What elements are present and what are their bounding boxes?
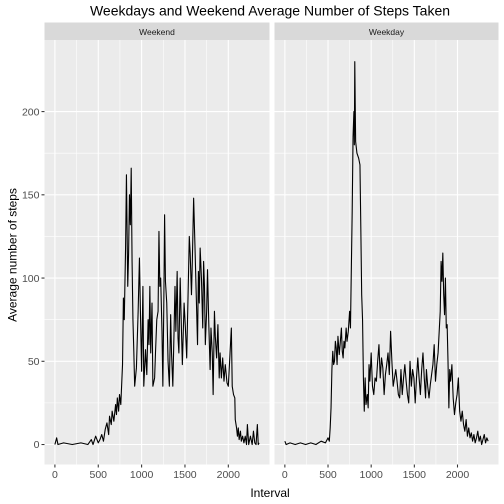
- x-tick-label: 500: [89, 469, 107, 481]
- x-axis-title: Interval: [250, 486, 289, 500]
- x-tick-label: 0: [282, 469, 288, 481]
- y-axis: 0 50 100 150 200: [22, 106, 45, 451]
- x-tick-label: 1500: [403, 469, 427, 481]
- strip-label-weekend: Weekend: [139, 27, 175, 37]
- panel-bg-weekend: [44, 40, 270, 465]
- x-axis: 0 500 1000 1500 2000 0 500 1000 1500 2000: [52, 464, 470, 481]
- x-tick-label: 0: [52, 469, 58, 481]
- chart-title: Weekdays and Weekend Average Number of S…: [90, 3, 450, 19]
- panel-weekday: Weekday: [274, 22, 499, 465]
- panel-bg-weekday: [274, 40, 499, 465]
- series-line-weekend: [54, 167, 260, 446]
- series-line-weekday: [284, 61, 489, 446]
- y-tick-label: 0: [34, 439, 40, 451]
- panel-weekend: Weekend: [44, 22, 270, 465]
- y-tick-label: 100: [22, 273, 40, 285]
- y-tick-label: 200: [22, 106, 40, 118]
- strip-weekend: [44, 22, 270, 40]
- y-axis-title: Average number of steps: [6, 188, 20, 322]
- x-tick-label: 2000: [217, 469, 241, 481]
- y-tick-label: 150: [22, 190, 40, 202]
- x-tick-label: 1500: [173, 469, 197, 481]
- y-tick-label: 50: [28, 356, 40, 368]
- x-tick-label: 2000: [446, 469, 470, 481]
- x-tick-label: 1000: [359, 469, 383, 481]
- x-tick-label: 1000: [130, 469, 154, 481]
- strip-label-weekday: Weekday: [369, 27, 405, 37]
- panels: Weekend Weekday: [44, 22, 499, 465]
- strip-weekday: [274, 22, 499, 40]
- x-tick-label: 500: [319, 469, 337, 481]
